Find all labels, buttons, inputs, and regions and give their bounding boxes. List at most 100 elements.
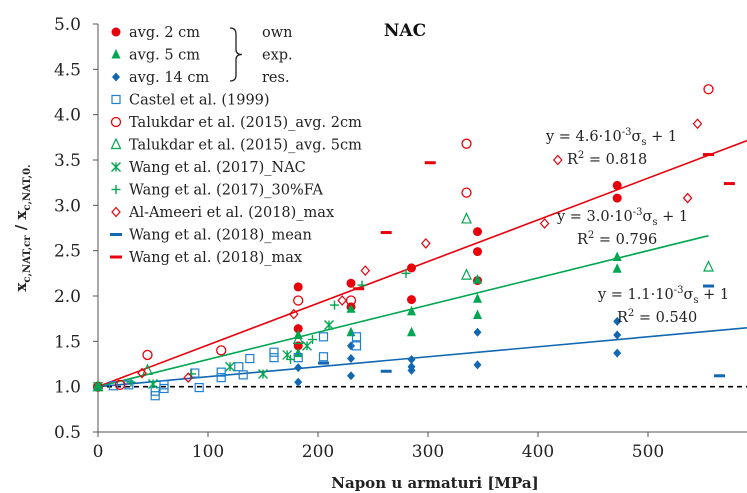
y-tick-label: 2.5 (54, 242, 81, 262)
data-point-s7-p3 (286, 354, 295, 364)
data-point-s1-p8 (473, 293, 482, 303)
data-point-s3-p7 (194, 382, 204, 393)
data-point-s8-p8 (682, 192, 693, 204)
fit-equation-part: y = 1.1·10 (597, 287, 674, 303)
legend-marker-5 (110, 137, 122, 150)
data-point-s2-p12 (613, 330, 622, 340)
data-point-s3-p15 (293, 353, 303, 363)
data-point-s8-p4 (360, 265, 371, 277)
data-point-s8-p9 (692, 118, 703, 130)
data-point-s1-p10 (612, 251, 622, 262)
y-axis-title: xc,NAT,cr / xc,NAT,0. (12, 164, 33, 291)
data-point-s3-p18 (351, 341, 362, 351)
data-point-s2-p1 (294, 363, 303, 373)
data-point-s2-p3 (347, 341, 355, 351)
data-point-s2-p4 (347, 354, 355, 364)
data-point-s7-p7 (401, 268, 411, 278)
data-point-s2-p10 (473, 360, 482, 370)
data-point-s6-p6 (324, 320, 334, 331)
data-point-s2-p9 (473, 327, 482, 337)
fit-line-0 (97, 139, 747, 388)
y-tick-label: 4.0 (54, 106, 81, 126)
legend-label-4: Talukdar et al. (2015)_avg. 2cm (129, 115, 362, 131)
legend-label-10: Wang et al. (2018)_max (129, 250, 302, 266)
fit-r2-0: R2 = 0.818 (567, 150, 647, 168)
legend-bracket-label-1: exp. (262, 48, 293, 64)
fit-equation-part: σ (631, 129, 641, 145)
data-point-s4-p8 (703, 84, 714, 95)
fit-lines (97, 139, 747, 388)
fit-r2-2: R2 = 0.540 (617, 308, 697, 326)
fit-equation-part: y = 4.6·10 (545, 129, 622, 145)
data-point-s1-p9 (473, 309, 482, 320)
data-point-s8-p5 (420, 238, 431, 249)
legend-bracket (229, 27, 243, 82)
fit-equation-part: + 1 (657, 209, 688, 225)
fit-r2-part: 2 (588, 230, 594, 241)
data-point-s1-p5 (407, 305, 416, 316)
fit-r2-part: = 0.796 (594, 232, 657, 248)
data-point-s3-p11 (238, 370, 248, 380)
fit-equation-part: σ (683, 287, 693, 303)
data-point-s2-p13 (613, 348, 622, 358)
data-point-s5-p1 (142, 363, 153, 375)
y-tick-label: 3.5 (54, 151, 81, 171)
fit-equation-1: y = 3.0·10-3σs + 1 (556, 207, 688, 228)
x-tick-label: 200 (302, 442, 334, 462)
fit-r2-1: R2 = 0.796 (577, 230, 657, 248)
y-tick-label: 3.0 (54, 196, 81, 216)
data-point-s0-p12 (612, 193, 622, 203)
legend-bracket-label-2: res. (262, 70, 290, 86)
legend-label-1: avg. 5 cm (129, 48, 200, 64)
data-point-s3-p8 (216, 367, 226, 377)
data-point-s5-p2 (292, 332, 304, 345)
data-point-s1-p4 (346, 326, 356, 337)
y-tick-label: 0.5 (54, 423, 81, 443)
data-point-s3-p14 (269, 353, 279, 363)
data-point-s8-p0 (137, 367, 147, 379)
legend: avg. 2 cm avg. 5 cm avg. 14 cm Castel et al… (110, 25, 362, 266)
fit-equation-part: -3 (674, 285, 684, 296)
data-point-s8-p6 (539, 218, 550, 229)
fit-equation-part: σ (642, 209, 652, 225)
data-point-s0-p9 (473, 247, 482, 257)
data-point-s2-p11 (613, 316, 622, 326)
data-point-s5-p5 (703, 260, 714, 272)
data-point-s4-p2 (142, 349, 153, 361)
x-tick-label: 400 (522, 442, 554, 462)
data-point-s0-p7 (407, 295, 416, 305)
legend-marker-3 (111, 94, 121, 105)
x-tick-label: 300 (412, 442, 444, 462)
fit-equation-part: s (641, 137, 646, 148)
data-point-s4-p6 (461, 138, 472, 149)
data-point-s3-p0 (108, 381, 119, 391)
y-tick-label: 4.5 (54, 60, 81, 80)
fit-equation-part: + 1 (646, 129, 677, 145)
legend-marker-7 (111, 185, 121, 194)
data-point-s7-p5 (330, 300, 339, 310)
legend-label-7: Wang et al. (2017)_30%FA (129, 183, 324, 199)
fit-r2-part: 2 (628, 308, 634, 319)
fit-line-2 (97, 327, 747, 388)
data-point-s1-p3 (346, 303, 356, 313)
legend-marker-1 (111, 49, 121, 59)
data-point-s0-p2 (293, 324, 303, 334)
fit-r2-part: R (567, 152, 579, 168)
y-tick-label: 1.5 (54, 332, 81, 352)
data-point-s6-p2 (225, 361, 235, 372)
data-point-s0-p6 (407, 263, 416, 273)
chart-title: NAC (384, 21, 426, 41)
legend-marker-2 (112, 72, 120, 82)
fit-equation-part: s (652, 217, 657, 228)
legend-label-6: Wang et al. (2017)_NAC (129, 160, 306, 176)
data-point-s3-p13 (269, 347, 279, 357)
y-axis-title-text: xc,NAT,cr / xc,NAT,0. (12, 164, 33, 291)
legend-label-8: Al-Ameeri et al. (2018)_max (128, 205, 334, 221)
data-point-s2-p5 (347, 371, 355, 381)
data-point-s3-p10 (234, 362, 244, 372)
legend-marker-0 (111, 27, 121, 37)
data-point-s3-p3 (150, 386, 160, 396)
data-point-s6-p1 (148, 378, 158, 389)
data-point-s3-p19 (351, 332, 362, 342)
